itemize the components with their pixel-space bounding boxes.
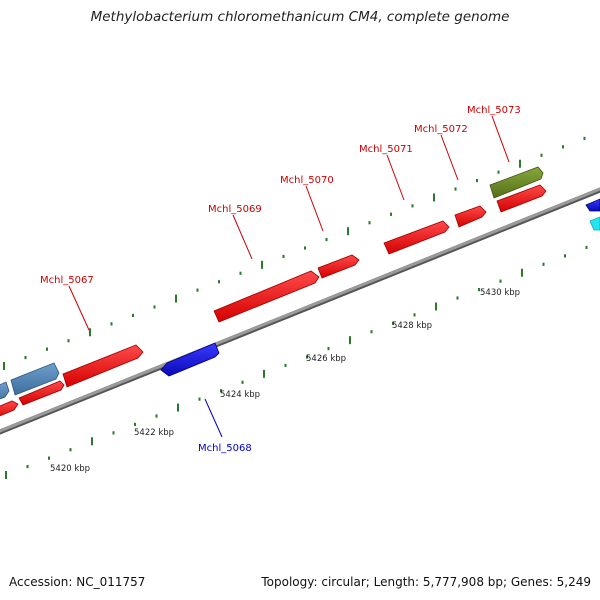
outer-tick-track: [3, 136, 586, 370]
label-leader-lines: [68, 115, 510, 438]
steelblue-feature[interactable]: [10, 362, 60, 396]
gene-label[interactable]: Mchl_5070: [280, 175, 334, 186]
gene-arrow[interactable]: [383, 220, 450, 255]
gene-arrow[interactable]: [62, 344, 144, 388]
reverse-strand-features: [160, 342, 220, 377]
gene-arrow[interactable]: [0, 400, 19, 420]
reverse-edge-feature[interactable]: [585, 198, 600, 212]
scale-labels: 5420 kbp 5422 kbp 5424 kbp 5426 kbp 5428…: [50, 288, 520, 474]
gene-label[interactable]: Mchl_5071: [359, 144, 413, 155]
gene-labels: Mchl_5067 Mchl_5068 Mchl_5069 Mchl_5070 …: [40, 105, 521, 454]
scale-label: 5430 kbp: [480, 288, 520, 298]
gene-label[interactable]: Mchl_5073: [467, 105, 521, 116]
gene-arrow[interactable]: [18, 380, 65, 406]
olive-feature[interactable]: [489, 166, 544, 199]
gene-label[interactable]: Mchl_5068: [198, 443, 252, 454]
gene-arrow[interactable]: [496, 184, 547, 213]
forward-strand-features: [0, 184, 547, 420]
steelblue-feature[interactable]: [0, 381, 10, 403]
map-title: Methylobacterium chloromethanicum CM4, c…: [90, 9, 510, 25]
gene-arrow[interactable]: [317, 254, 360, 279]
gene-arrow[interactable]: [213, 270, 320, 323]
gene-label[interactable]: Mchl_5069: [208, 204, 262, 215]
gene-arrow[interactable]: [454, 205, 487, 228]
gene-label[interactable]: Mchl_5067: [40, 275, 94, 286]
scale-label: 5420 kbp: [50, 464, 90, 474]
genome-summary-text: Topology: circular; Length: 5,777,908 bp…: [261, 575, 591, 589]
genome-backbone: [0, 187, 600, 435]
gene-arrow[interactable]: [160, 342, 220, 377]
scale-label: 5422 kbp: [134, 428, 174, 438]
accession-text: Accession: NC_011757: [9, 575, 146, 589]
gene-label[interactable]: Mchl_5072: [414, 124, 468, 135]
scale-label: 5426 kbp: [306, 354, 346, 364]
scale-label: 5428 kbp: [392, 321, 432, 331]
cyan-feature[interactable]: [589, 216, 600, 231]
scale-label: 5424 kbp: [220, 390, 260, 400]
inner-tick-track: [5, 245, 588, 479]
other-features: [0, 166, 600, 403]
